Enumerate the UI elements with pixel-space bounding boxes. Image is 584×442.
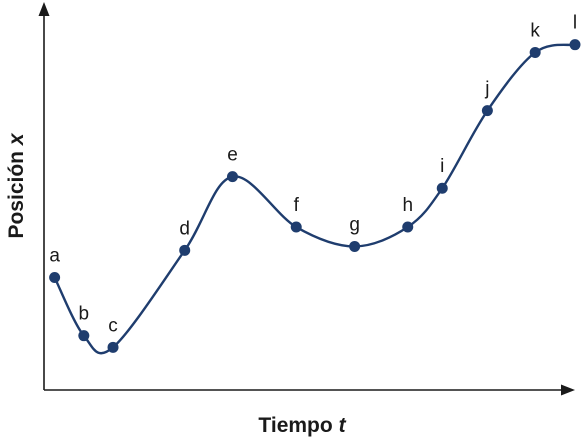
point-label-d: d [179, 218, 190, 239]
data-point-g [349, 240, 361, 252]
point-label-g: g [349, 214, 360, 235]
x-axis-arrow [561, 384, 575, 396]
data-point-a [49, 271, 61, 283]
x-axis-title-variable: t [339, 414, 347, 437]
x-axis-title: Tiempo t [258, 414, 346, 437]
point-label-j: j [484, 79, 489, 100]
data-point-e [227, 171, 238, 183]
data-point-c [107, 341, 119, 353]
y-axis-title-variable: x [5, 132, 28, 146]
point-label-f: f [294, 195, 300, 216]
data-point-l [569, 39, 581, 51]
point-label-h: h [402, 195, 413, 216]
data-point-j [481, 105, 493, 117]
point-label-b: b [79, 304, 90, 325]
point-label-l: l [573, 13, 577, 34]
point-label-e: e [227, 145, 238, 166]
y-axis-title-text: Posición [5, 151, 28, 239]
y-axis-arrow [38, 2, 50, 16]
data-point-d [179, 244, 191, 256]
x-axis-title-text: Tiempo [258, 414, 332, 437]
data-point-b [78, 330, 90, 342]
point-label-k: k [530, 20, 540, 41]
data-point-f [290, 221, 302, 233]
data-point-h [402, 221, 414, 233]
point-label-c: c [108, 315, 118, 336]
data-point-i [436, 182, 448, 194]
y-axis-title: Posición x [5, 132, 28, 238]
point-label-a: a [49, 245, 60, 266]
position-curve [53, 43, 576, 355]
points-layer: a bc d e f g h i j k l [49, 13, 581, 353]
data-point-k [529, 46, 541, 58]
point-label-i: i [440, 156, 444, 177]
